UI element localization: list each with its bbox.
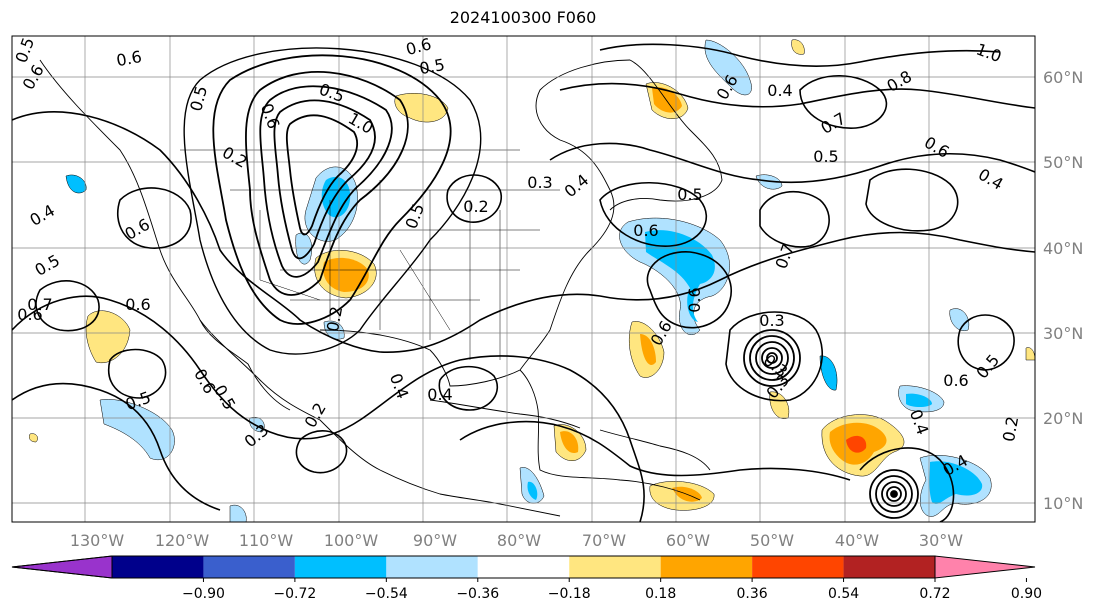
contour-label: 0.4 — [386, 371, 413, 401]
contour-label: 0.4 — [427, 385, 452, 404]
colorbar-tick-label: 0.18 — [645, 586, 677, 602]
contour-label: 1.0 — [345, 109, 377, 138]
contour-label: 0.5 — [418, 55, 446, 78]
contour-label: 0.2 — [301, 399, 330, 431]
colorbar-segment — [203, 556, 295, 578]
latitude-label: 10°N — [1043, 494, 1083, 513]
contour-label: 0.6 — [115, 47, 143, 70]
longitude-labels: 130°W 120°W 110°W 100°W 90°W 80°W 70°W 60°W 50°W… — [70, 531, 963, 550]
longitude-label: 130°W — [70, 531, 125, 550]
colorbar-tick-label: −0.54 — [364, 586, 408, 602]
contour-label: 0.6 — [121, 215, 153, 244]
coastlines — [39, 59, 723, 517]
contour-label: 0.4 — [561, 170, 593, 201]
colorbar-tick-label: 0.54 — [827, 586, 860, 602]
contour-label: 0.6 — [404, 34, 434, 59]
contour-label: 0.7 — [772, 241, 799, 271]
contour-label: 0.6 — [921, 133, 953, 162]
contour-label: 0.6 — [685, 287, 704, 312]
contour-label: 1.0 — [974, 40, 1004, 67]
colorbar-segment — [843, 556, 935, 578]
contour-label: 0.4 — [26, 201, 58, 230]
colorbar — [11, 555, 1036, 582]
colorbar-tick-label: −0.72 — [273, 586, 317, 602]
colorbar-segment — [660, 556, 753, 578]
contour-label: 0.6 — [17, 305, 42, 324]
colorbar-tick-label: 0.90 — [1010, 586, 1043, 602]
contour-label: 0.6 — [633, 221, 658, 240]
contour-label: 0.2 — [999, 415, 1022, 443]
colorbar-extend-low — [11, 555, 113, 579]
latitude-label: 20°N — [1043, 409, 1083, 428]
contour-label: 0.3 — [527, 173, 552, 192]
contour-label: 0.5 — [12, 35, 39, 65]
graticule — [12, 36, 1035, 522]
latitude-label: 60°N — [1043, 68, 1083, 87]
longitude-label: 60°W — [666, 531, 710, 550]
contour-label: 0.3 — [762, 371, 793, 403]
state-borders — [180, 149, 560, 360]
contour-label: 0.5 — [31, 251, 63, 280]
latitude-label: 30°N — [1043, 324, 1083, 343]
colorbar-tick-label: 0.36 — [736, 586, 768, 602]
longitude-label: 100°W — [324, 531, 379, 550]
colorbar-tick-label: 0.72 — [919, 586, 951, 602]
contour-label: 0.7 — [27, 295, 52, 314]
colorbar-segment — [112, 556, 204, 578]
colorbar-segment — [386, 556, 478, 578]
contour-label: 0.2 — [323, 305, 346, 333]
contour-label: 0.4 — [767, 81, 792, 100]
contour-label: 0.3 — [759, 311, 784, 330]
colorbar-segment — [569, 556, 661, 578]
contour-label: 0.4 — [975, 165, 1007, 194]
longitude-label: 80°W — [497, 531, 541, 550]
colorbar-tick-label: −0.18 — [547, 586, 591, 602]
map-frame — [11, 35, 1036, 523]
contour-label: 0.5 — [402, 201, 429, 231]
longitude-label: 120°W — [155, 531, 210, 550]
map-title: 2024100300 F060 — [449, 8, 597, 27]
contour-lines — [12, 43, 1035, 522]
colorbar-tick-label: −0.90 — [181, 586, 225, 602]
contour-label: 0.3 — [241, 420, 273, 451]
contour-label: 0.5 — [813, 147, 838, 166]
longitude-label: 110°W — [239, 531, 294, 550]
colorbar-extend-high — [934, 555, 1036, 579]
colorbar-segment — [752, 556, 844, 578]
contour-label: 0.6 — [19, 61, 48, 93]
longitude-label: 50°W — [750, 531, 794, 550]
contour-label: 0.7 — [817, 109, 849, 138]
contour-label: 0.5 — [317, 80, 347, 107]
contour-label: 0.6 — [943, 371, 968, 390]
latitude-label: 50°N — [1043, 153, 1083, 172]
colorbar-segment — [477, 556, 570, 578]
latitude-labels: 60°N 50°N 40°N 30°N 20°N 10°N — [1043, 68, 1083, 513]
contour-label: 0.6 — [125, 295, 150, 314]
longitude-label: 40°W — [835, 531, 879, 550]
contour-label: 0.5 — [677, 185, 702, 204]
longitude-label: 90°W — [413, 531, 457, 550]
longitude-label: 30°W — [919, 531, 963, 550]
contour-label: 0.5 — [186, 84, 211, 114]
contour-label: 0.8 — [883, 67, 915, 96]
colorbar-segment — [294, 556, 387, 578]
latitude-label: 40°N — [1043, 239, 1083, 258]
contour-label: 0.5 — [972, 351, 1003, 383]
contour-label: 0.2 — [463, 197, 488, 216]
longitude-label: 70°W — [582, 531, 626, 550]
colorbar-tick-label: −0.36 — [456, 586, 500, 602]
